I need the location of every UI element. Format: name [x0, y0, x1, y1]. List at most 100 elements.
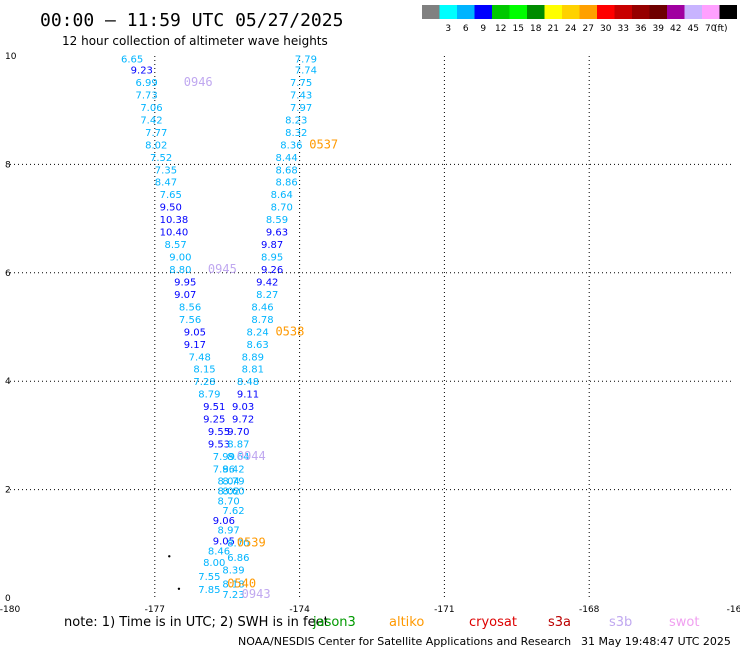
- wave-height-label: 8.97: [218, 526, 240, 537]
- legend-label: 12: [495, 24, 506, 34]
- mission-s3a: s3a: [548, 615, 571, 630]
- wave-height-label: 9.00: [169, 253, 191, 264]
- dot-marker: [177, 587, 181, 590]
- wave-height-label: 8.56: [179, 302, 201, 313]
- wave-height-label: 9.70: [227, 427, 249, 438]
- wave-height-label: 7.65: [160, 190, 182, 201]
- legend-label: 30: [600, 24, 612, 34]
- wave-height-label: 9.06: [213, 516, 235, 527]
- legend-swatch: [492, 5, 510, 19]
- legend-swatch: [544, 5, 562, 19]
- legend-swatch: [509, 5, 527, 19]
- wave-height-label: 10.40: [160, 228, 189, 239]
- wave-height-label: 8.80: [169, 265, 191, 276]
- wave-height-label: 6.99: [135, 78, 157, 89]
- x-tick-label: -177: [145, 605, 165, 615]
- wave-height-label: 8.24: [247, 327, 269, 338]
- y-tick-label: 4: [5, 377, 11, 387]
- x-tick-label: -171: [434, 605, 454, 615]
- pass-time-label: 0945: [208, 262, 237, 276]
- wave-height-label: 9.42: [256, 277, 278, 288]
- dot-markers: [168, 555, 181, 590]
- wave-height-label: 8.23: [285, 115, 307, 126]
- wave-height-label: 7.23: [222, 590, 244, 601]
- wave-height-label: 8.36: [280, 140, 302, 151]
- wave-height-label: 10.38: [160, 215, 189, 226]
- wave-height-label: 7.79: [295, 55, 317, 66]
- wave-height-label: 8.70: [218, 496, 240, 507]
- y-tick-label: 8: [5, 160, 11, 170]
- legend-swatch: [614, 5, 632, 19]
- chart-title: 00:00 — 11:59 UTC 05/27/2025: [40, 10, 343, 31]
- wave-height-label: 9.25: [203, 415, 225, 426]
- legend-label: 9: [480, 24, 486, 34]
- legend-swatch: [719, 5, 737, 19]
- wave-height-label: 8.87: [227, 440, 249, 451]
- wave-height-label: 9.26: [261, 265, 283, 276]
- wave-height-label: 8.86: [275, 178, 297, 189]
- footer-timestamp: 31 May 19:48:47 UTC 2025: [581, 635, 731, 648]
- wave-height-label: 8.63: [247, 340, 269, 351]
- wave-height-label: 7.06: [140, 103, 162, 114]
- x-tick-label: -180: [0, 605, 20, 615]
- wave-height-label: 8.68: [275, 165, 297, 176]
- wave-height-label: 8.32: [285, 128, 307, 139]
- y-tick-label: 0: [5, 594, 11, 604]
- legend-swatch: [527, 5, 545, 19]
- wave-height-label: 8.95: [261, 253, 283, 264]
- dot-marker: [168, 555, 171, 558]
- wave-height-label: 8.15: [193, 365, 215, 376]
- wave-height-label: 8.46: [208, 546, 230, 557]
- wave-height-label: 9.95: [174, 277, 196, 288]
- wave-height-label: 7.99: [213, 452, 235, 463]
- wave-height-label: 9.07: [174, 290, 196, 301]
- mission-altiko: altiko: [389, 615, 424, 630]
- footer-note: note: 1) Time is in UTC; 2) SWH is in fe…: [64, 615, 329, 630]
- y-tick-label: 10: [5, 52, 17, 62]
- wave-height-label: 8.79: [198, 390, 220, 401]
- wave-height-label: 9.51: [203, 402, 225, 413]
- wave-height-label: 7.35: [155, 165, 177, 176]
- legend-label: 27: [583, 24, 594, 34]
- legend-label: 36: [635, 24, 647, 34]
- wave-height-label: 8.48: [237, 377, 259, 388]
- wave-height-label: 7.62: [222, 506, 244, 517]
- wave-height-label: 6.65: [121, 55, 143, 66]
- wave-height-label: 9.17: [184, 340, 206, 351]
- legend-label: 45: [688, 24, 699, 34]
- wave-height-label: 7.56: [179, 315, 201, 326]
- wave-height-label: 9.87: [261, 240, 283, 251]
- legend-swatch: [684, 5, 702, 19]
- legend-swatch: [579, 5, 597, 19]
- wave-height-label: 7.77: [145, 128, 167, 139]
- wave-height-label: 9.05: [213, 537, 235, 548]
- footer-credit: NOAA/NESDIS Center for Satellite Applica…: [238, 635, 571, 648]
- wave-height-label: 7.85: [198, 585, 220, 596]
- legend-label: 15: [513, 24, 524, 34]
- wave-height-label: 8.18: [222, 579, 244, 590]
- legend-swatch: [474, 5, 492, 19]
- mission-cryosat: cryosat: [469, 615, 517, 630]
- wave-height-label: 7.42: [140, 115, 162, 126]
- legend-label: 33: [618, 24, 629, 34]
- wave-height-label: 8.59: [266, 215, 288, 226]
- wave-height-values: 6.659.236.997.737.067.427.778.027.527.35…: [121, 55, 317, 601]
- wave-height-label: 8.42: [222, 464, 244, 475]
- legend-label: 39: [653, 24, 665, 34]
- wave-height-label: 8.70: [271, 203, 293, 214]
- wave-height-label: 7.43: [290, 90, 312, 101]
- wave-height-label: 9.63: [266, 228, 288, 239]
- wave-height-label: 8.70: [227, 539, 249, 550]
- mission-jason3: jason3: [312, 615, 356, 630]
- wave-height-label: 7.48: [189, 352, 211, 363]
- legend-label: 42: [670, 24, 681, 34]
- pass-time-label: 0943: [242, 587, 271, 601]
- wave-height-label: 8.47: [155, 178, 177, 189]
- wave-height-label: 8.79: [222, 476, 244, 487]
- wave-height-label: 8.81: [242, 365, 264, 376]
- wave-height-label: 8.60: [222, 487, 244, 498]
- y-tick-label: 2: [5, 486, 11, 496]
- legend-swatch: [457, 5, 475, 19]
- wave-height-label: 7.28: [193, 377, 215, 388]
